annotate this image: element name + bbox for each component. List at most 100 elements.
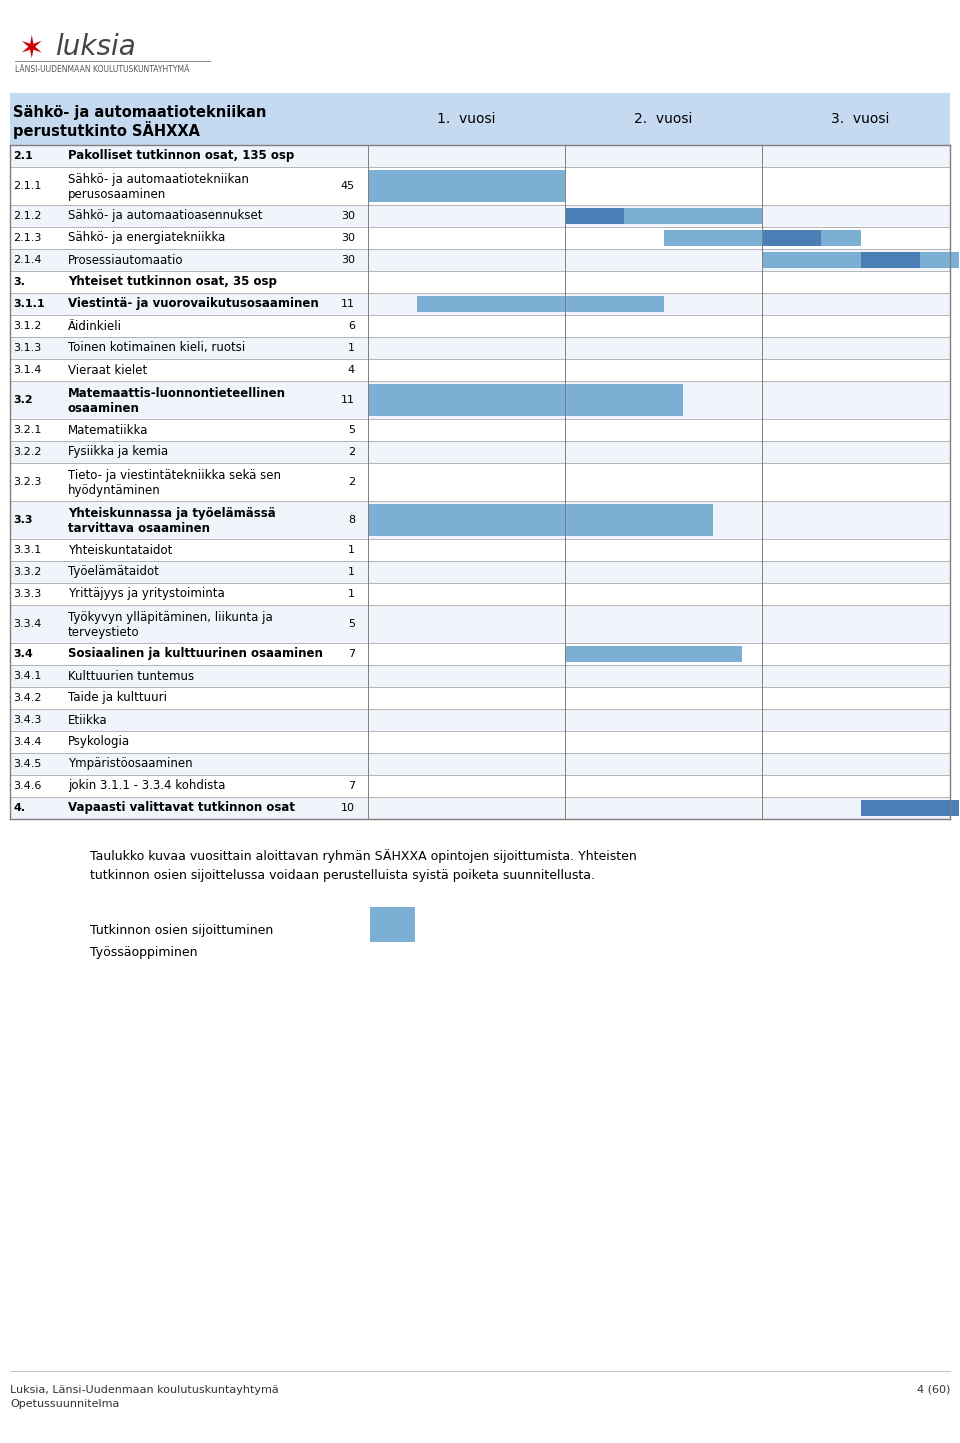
Bar	[10, 775, 950, 797]
Text: Matemaattis-luonnontieteellinen: Matemaattis-luonnontieteellinen	[68, 387, 286, 400]
Text: 3.3.3: 3.3.3	[13, 589, 41, 599]
Bar	[10, 561, 950, 583]
Text: Tutkinnon osien sijoittuminen: Tutkinnon osien sijoittuminen	[90, 924, 274, 937]
Bar	[565, 646, 742, 662]
Text: Sähkö- ja automaatiotekniikan: Sähkö- ja automaatiotekniikan	[68, 173, 249, 186]
Text: 2: 2	[348, 478, 355, 486]
Text: terveystieto: terveystieto	[68, 626, 139, 639]
Text: Matematiikka: Matematiikka	[68, 423, 149, 436]
Text: 3.1.1: 3.1.1	[13, 299, 44, 309]
Text: 30: 30	[341, 211, 355, 221]
Bar	[10, 797, 950, 820]
Text: 2.1.3: 2.1.3	[13, 232, 41, 242]
Text: 2.1.1: 2.1.1	[13, 180, 41, 190]
Text: 3.4.3: 3.4.3	[13, 714, 41, 724]
Text: Fysiikka ja kemia: Fysiikka ja kemia	[68, 446, 168, 459]
Text: 1: 1	[348, 545, 355, 556]
Text: 1: 1	[348, 567, 355, 577]
Bar	[10, 442, 950, 463]
Text: 3.3.1: 3.3.1	[13, 545, 41, 556]
Text: 3.4.5: 3.4.5	[13, 759, 41, 769]
Bar	[10, 359, 950, 381]
Text: 11: 11	[341, 299, 355, 309]
Text: hyödyntäminen: hyödyntäminen	[68, 485, 160, 498]
Text: 2.  vuosi: 2. vuosi	[635, 113, 693, 126]
Text: Etiikka: Etiikka	[68, 713, 108, 726]
Text: luksia: luksia	[55, 33, 135, 61]
Text: Yhteiskunnassa ja työelämässä: Yhteiskunnassa ja työelämässä	[68, 506, 276, 519]
Text: 3.2.1: 3.2.1	[13, 426, 41, 434]
Text: 3.4.1: 3.4.1	[13, 671, 41, 681]
Text: 2.1: 2.1	[13, 152, 33, 162]
Bar	[565, 208, 624, 224]
Text: Yhteiset tutkinnon osat, 35 osp: Yhteiset tutkinnon osat, 35 osp	[68, 276, 276, 289]
Text: 8: 8	[348, 515, 355, 525]
Text: LÄNSI-UUDENMAAN KOULUTUSKUNTAYHTYMÄ: LÄNSI-UUDENMAAN KOULUTUSKUNTAYHTYMÄ	[15, 65, 189, 74]
Text: 3.4.6: 3.4.6	[13, 781, 41, 791]
Text: 4.: 4.	[13, 802, 25, 812]
Text: Taide ja kulttuuri: Taide ja kulttuuri	[68, 691, 167, 704]
Bar	[10, 687, 950, 709]
Bar	[10, 271, 950, 293]
Text: 6: 6	[348, 320, 355, 330]
Text: jokin 3.1.1 - 3.3.4 kohdista: jokin 3.1.1 - 3.3.4 kohdista	[68, 779, 226, 792]
Text: 4 (60): 4 (60)	[917, 1385, 950, 1395]
Text: Pakolliset tutkinnon osat, 135 osp: Pakolliset tutkinnon osat, 135 osp	[68, 150, 295, 163]
Bar	[10, 583, 950, 605]
Bar	[10, 644, 950, 665]
Text: Tieto- ja viestintätekniikka sekä sen: Tieto- ja viestintätekniikka sekä sen	[68, 469, 281, 482]
Text: 3.2.2: 3.2.2	[13, 447, 41, 457]
Text: Yrittäjyys ja yritystoiminta: Yrittäjyys ja yritystoiminta	[68, 587, 225, 600]
Bar	[10, 418, 950, 442]
Text: Kulttuurien tuntemus: Kulttuurien tuntemus	[68, 670, 194, 683]
Bar	[10, 293, 950, 315]
Text: 3.4.4: 3.4.4	[13, 737, 41, 747]
Bar	[663, 229, 860, 245]
Text: 7: 7	[348, 649, 355, 659]
Bar	[10, 381, 950, 418]
Text: Ympäristöosaaminen: Ympäristöosaaminen	[68, 758, 193, 771]
Text: 3.3.4: 3.3.4	[13, 619, 41, 629]
Bar	[368, 170, 565, 202]
Bar	[10, 205, 950, 227]
Text: Työelämätaidot: Työelämätaidot	[68, 566, 158, 579]
Bar	[10, 144, 950, 167]
Text: 3.: 3.	[13, 277, 25, 287]
Bar	[860, 253, 920, 268]
Bar	[762, 229, 821, 245]
Text: 3.1.4: 3.1.4	[13, 365, 41, 375]
Bar	[10, 540, 950, 561]
Bar	[10, 665, 950, 687]
Text: perusosaaminen: perusosaaminen	[68, 188, 166, 201]
Text: 3.3.2: 3.3.2	[13, 567, 41, 577]
Text: ✶: ✶	[18, 35, 43, 63]
Text: 3.1.2: 3.1.2	[13, 320, 41, 330]
Text: 5: 5	[348, 619, 355, 629]
Text: Työkyvyn ylläpitäminen, liikunta ja: Työkyvyn ylläpitäminen, liikunta ja	[68, 610, 273, 623]
Bar	[10, 167, 950, 205]
Text: Psykologia: Psykologia	[68, 736, 131, 749]
Bar	[10, 92, 950, 144]
Bar	[10, 250, 950, 271]
Text: osaaminen: osaaminen	[68, 403, 140, 416]
Text: 11: 11	[341, 395, 355, 405]
Text: 7: 7	[348, 781, 355, 791]
Text: 10: 10	[341, 802, 355, 812]
Bar	[762, 253, 959, 268]
Text: Toinen kotimainen kieli, ruotsi: Toinen kotimainen kieli, ruotsi	[68, 342, 245, 355]
Text: Yhteiskuntataidot: Yhteiskuntataidot	[68, 544, 173, 557]
Bar	[10, 753, 950, 775]
Text: Sähkö- ja automaatioasennukset: Sähkö- ja automaatioasennukset	[68, 209, 262, 222]
Text: Sähkö- ja energiatekniikka: Sähkö- ja energiatekniikka	[68, 231, 226, 244]
Text: 3.4: 3.4	[13, 649, 33, 659]
Text: Äidinkieli: Äidinkieli	[68, 319, 122, 332]
Text: Sosiaalinen ja kulttuurinen osaaminen: Sosiaalinen ja kulttuurinen osaaminen	[68, 648, 323, 661]
Bar	[10, 709, 950, 732]
Text: Työssäoppiminen: Työssäoppiminen	[90, 947, 198, 960]
Bar	[565, 208, 762, 224]
Text: 1: 1	[348, 589, 355, 599]
Bar	[10, 463, 950, 501]
Text: 3.4.2: 3.4.2	[13, 693, 41, 703]
Text: 1.  vuosi: 1. vuosi	[437, 113, 495, 126]
Text: Vieraat kielet: Vieraat kielet	[68, 364, 147, 377]
